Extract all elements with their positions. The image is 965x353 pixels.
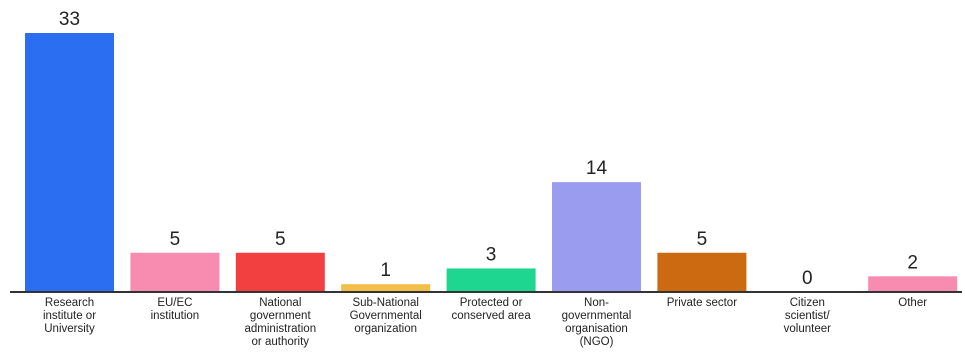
bar-6 bbox=[657, 252, 747, 292]
value-label-7: 0 bbox=[802, 268, 813, 289]
category-label-line: administration bbox=[244, 323, 317, 335]
value-label-0: 33 bbox=[59, 9, 80, 30]
category-label-line: volunteer bbox=[783, 323, 831, 335]
category-label-line: conserved area bbox=[451, 310, 531, 322]
bar-5 bbox=[552, 182, 641, 292]
category-label-line: Research bbox=[44, 297, 95, 309]
value-label-2: 5 bbox=[275, 229, 286, 250]
value-label-3: 1 bbox=[380, 260, 391, 281]
category-label-5: Non-governmental organisation (NGO) bbox=[547, 297, 647, 349]
category-label-line: or authority bbox=[251, 336, 310, 348]
category-label-line: Governmental bbox=[349, 310, 422, 322]
category-label-line: National bbox=[259, 297, 302, 309]
category-label-line: University bbox=[44, 323, 95, 335]
bar-0 bbox=[25, 33, 114, 292]
category-label-1: EU/EC institution bbox=[125, 297, 225, 323]
bar-1 bbox=[130, 252, 220, 292]
category-label-line: organization bbox=[354, 323, 418, 335]
category-label-line: organisation bbox=[565, 323, 628, 335]
category-label-line: governmental bbox=[561, 310, 632, 322]
category-label-3: Sub-National Governmental organization bbox=[336, 297, 436, 336]
bar-8 bbox=[868, 276, 958, 292]
value-labels-group: 33 5 5 1 3 14 5 0 2 bbox=[59, 9, 918, 289]
bar-4 bbox=[446, 268, 536, 292]
category-label-4: Protected or conserved area bbox=[441, 297, 541, 323]
value-label-6: 5 bbox=[697, 229, 708, 250]
category-label-6: Private sector bbox=[652, 297, 752, 310]
category-label-line: scientist/ bbox=[784, 310, 830, 322]
value-label-5: 14 bbox=[586, 158, 608, 179]
value-label-4: 3 bbox=[486, 244, 497, 265]
category-label-line: government bbox=[249, 310, 311, 322]
category-label-line: Sub-National bbox=[352, 297, 419, 309]
category-label-0: Research institute or University bbox=[20, 297, 120, 336]
category-label-line: Private sector bbox=[666, 297, 738, 309]
bar-2 bbox=[235, 252, 325, 292]
category-label-line: Citizen bbox=[789, 297, 825, 309]
category-label-line: institute or bbox=[42, 310, 97, 322]
category-label-line: Other bbox=[898, 297, 928, 309]
category-label-2: National government administration or autho… bbox=[230, 297, 330, 349]
category-label-8: Other bbox=[863, 297, 963, 310]
category-label-line: Protected or bbox=[459, 297, 523, 309]
category-label-line: institution bbox=[150, 310, 200, 322]
value-label-1: 5 bbox=[170, 229, 181, 250]
category-label-line: Non- bbox=[584, 297, 609, 309]
bars-group bbox=[25, 33, 958, 292]
category-label-line: (NGO) bbox=[579, 336, 614, 348]
category-label-7: Citizen scientist/volunteer bbox=[757, 297, 857, 336]
bar-3 bbox=[341, 284, 431, 292]
category-label-line: EU/EC bbox=[157, 297, 193, 309]
value-label-8: 2 bbox=[907, 252, 918, 273]
